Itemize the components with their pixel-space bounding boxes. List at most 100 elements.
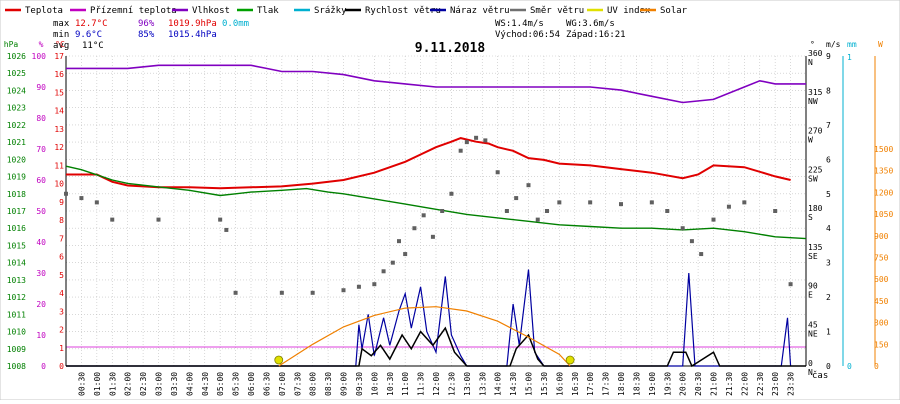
legend-label: Náraz větru: [450, 6, 510, 16]
tick-label: 1500: [874, 145, 893, 154]
tick-label: 1009: [7, 345, 26, 354]
wind-direction-point: [726, 204, 731, 209]
tick-label: NE: [808, 329, 818, 338]
wind-direction-point: [588, 200, 593, 205]
series-line-teplota: [66, 137, 791, 190]
wind-direction-point: [372, 282, 377, 287]
wind-direction-point: [557, 200, 562, 205]
tick-label: 7: [59, 234, 64, 243]
legend-label: Solar: [660, 6, 688, 16]
plot-area: [64, 64, 807, 368]
x-tick-label: 17:00: [586, 372, 595, 396]
tick-label: NW: [808, 97, 818, 106]
tick-label: 300: [874, 319, 889, 328]
tick-label: SE: [808, 252, 818, 261]
info-sunrise: Východ:06:54: [495, 30, 560, 40]
x-tick-label: 01:30: [108, 372, 117, 396]
grid: [66, 55, 806, 367]
wind-direction-point: [504, 209, 509, 213]
uv-marker: [274, 355, 284, 365]
info-ws: WS:1.4m/s: [495, 19, 544, 29]
x-tick-label: 23:30: [787, 372, 796, 396]
wind-direction-point: [514, 196, 519, 201]
tick-label: 225: [808, 165, 823, 174]
wind-direction-point: [526, 183, 531, 188]
axis-header-ms: m/s: [826, 40, 841, 49]
tick-label: 1008: [7, 362, 26, 371]
tick-label: 1200: [874, 188, 893, 197]
stats-min-press: 1015.4hPa: [168, 30, 217, 40]
legend-label: Přízemní teplota: [90, 6, 177, 16]
wind-direction-point: [356, 284, 361, 289]
x-tick-label: 08:00: [309, 372, 318, 396]
tick-label: 900: [874, 232, 889, 241]
stats-max-press: 1019.9hPa: [168, 19, 217, 29]
x-tick-label: 15:00: [525, 372, 534, 396]
x-tick-label: 14:30: [509, 372, 518, 396]
axis-header-hPa: hPa: [4, 40, 19, 49]
tick-label: 6: [59, 253, 64, 262]
wind-direction-point: [310, 290, 315, 295]
x-tick-label: 06:30: [262, 372, 271, 396]
wind-direction-point: [279, 290, 284, 295]
x-tick-label: 04:00: [185, 372, 194, 396]
tick-label: 1: [826, 328, 831, 337]
tick-label: 0: [874, 362, 879, 371]
x-tick-label: 17:30: [602, 372, 611, 396]
tick-label: 0: [59, 362, 64, 371]
wind-direction-point: [689, 239, 694, 244]
wind-direction-point: [474, 135, 479, 140]
x-tick-label: 19:00: [648, 372, 657, 396]
wind-direction-point: [233, 290, 238, 295]
axis-header-dir: °: [810, 40, 815, 49]
legend-label: UV index: [607, 6, 651, 16]
tick-label: 1014: [7, 259, 26, 268]
tick-label: 12: [54, 143, 64, 152]
tick-label: 315: [808, 88, 823, 97]
tick-label: 17: [54, 52, 64, 61]
stats-min-temp: 9.6°C: [75, 30, 102, 40]
wind-direction-point: [397, 239, 401, 244]
tick-label: 1050: [874, 210, 893, 219]
wind-direction-point: [699, 252, 704, 257]
tick-label: 750: [874, 254, 889, 263]
series-line-vlhkost: [66, 64, 806, 104]
tick-label: 10: [54, 180, 64, 189]
tick-label: 5: [59, 271, 64, 280]
tick-label: SW: [808, 174, 818, 183]
wind-direction-point: [79, 196, 84, 201]
tick-label: 9: [826, 52, 831, 61]
axis-header-%: %: [39, 40, 44, 49]
series-line-solar: [278, 306, 571, 367]
tick-label: 150: [874, 340, 889, 349]
stats-max-temp: 12.7°C: [75, 19, 108, 29]
tick-label: 40: [36, 238, 46, 247]
tick-label: 1015: [7, 241, 26, 250]
tick-label: 13: [54, 125, 64, 134]
x-tick-label: 12:30: [447, 372, 456, 396]
axis-header-wm2: W: [878, 40, 883, 49]
wind-direction-point: [341, 288, 346, 293]
x-tick-label: 11:30: [417, 372, 426, 396]
x-tick-label: 05:00: [216, 372, 225, 396]
tick-label: 1016: [7, 224, 26, 233]
x-tick-label: 08:30: [324, 372, 333, 396]
uv-marker: [565, 355, 575, 365]
tick-label: 70: [36, 145, 46, 154]
x-tick-label: 22:00: [740, 372, 749, 396]
tick-label: 7: [826, 121, 831, 130]
series-line-n-raz-v-tru: [66, 269, 792, 367]
wind-direction-point: [773, 209, 778, 213]
tick-label: 10: [36, 331, 46, 340]
tick-label: 360: [808, 49, 823, 58]
legend-label: Srážky: [314, 6, 347, 16]
x-tick-label: 16:00: [555, 372, 564, 396]
tick-label: N: [808, 368, 813, 377]
x-tick-label: 15:30: [540, 372, 549, 396]
tick-label: 4: [826, 224, 831, 233]
tick-label: 1018: [7, 190, 26, 199]
tick-label: 1021: [7, 138, 26, 147]
legend-label: Směr větru: [530, 6, 584, 16]
